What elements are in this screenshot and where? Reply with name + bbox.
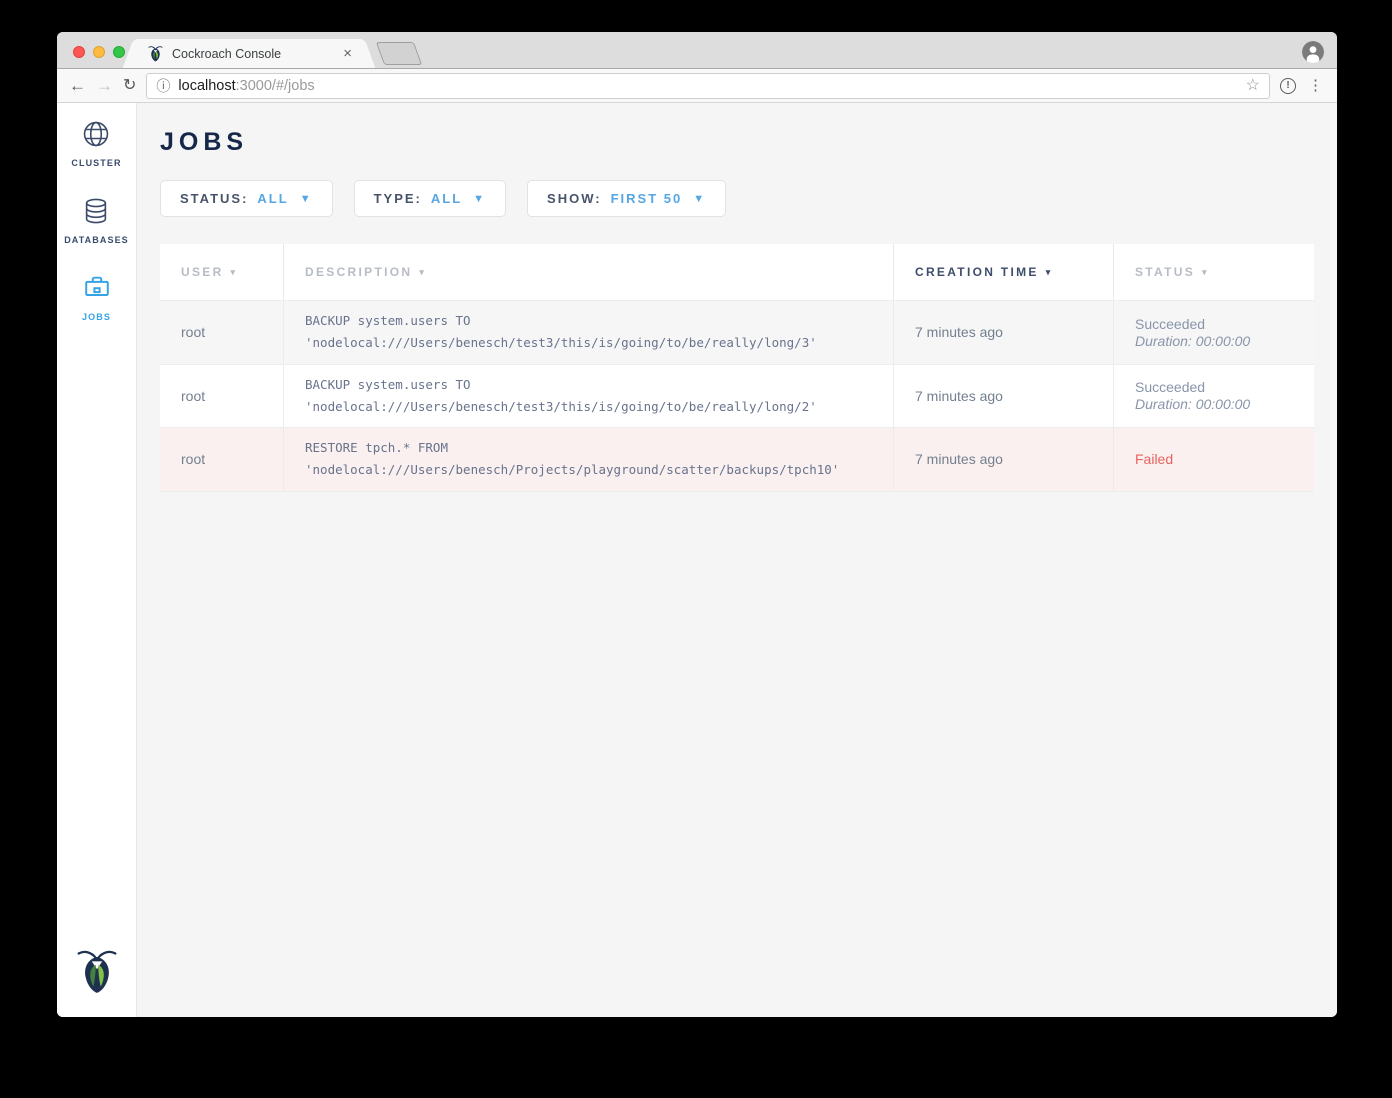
filter-value: ALL xyxy=(257,191,289,206)
column-header-label: USER xyxy=(181,265,224,279)
minimize-window-button[interactable] xyxy=(93,46,105,58)
url-bar[interactable]: ⓘ localhost:3000/#/jobs ☆ xyxy=(146,72,1270,99)
tab-close-icon[interactable]: × xyxy=(343,45,352,62)
page-title: JOBS xyxy=(160,128,249,156)
new-tab-button[interactable] xyxy=(375,42,423,65)
tab-title: Cockroach Console xyxy=(172,46,282,61)
cell-creation-time: 7 minutes ago xyxy=(893,364,1113,427)
window-controls xyxy=(73,46,125,58)
jobs-page: JOBS STATUS: ALL ▼ TYPE: ALL ▼ SHOW: FI xyxy=(137,103,1337,1017)
description-line: RESTORE tpch.* FROM xyxy=(305,440,448,455)
browser-tab[interactable]: Cockroach Console × xyxy=(136,39,362,68)
url-host: localhost xyxy=(178,77,236,94)
description-line: BACKUP system.users TO xyxy=(305,376,471,392)
filter-label: STATUS: xyxy=(180,191,249,206)
cell-user: root xyxy=(181,324,206,341)
cell-description: BACKUP system.users TO 'nodelocal:///Use… xyxy=(283,364,893,427)
filter-value: ALL xyxy=(430,191,463,206)
filter-bar: STATUS: ALL ▼ TYPE: ALL ▼ SHOW: FIRST 50… xyxy=(160,180,1314,217)
table-row: root BACKUP system.users TO 'nodelocal:/… xyxy=(160,300,1314,364)
filter-label: SHOW: xyxy=(547,191,602,206)
cell-status: Failed xyxy=(1113,428,1314,491)
sidebar-item-label: DATABASES xyxy=(64,235,129,245)
cell-user: root xyxy=(181,387,206,404)
browser-toolbar: ← → ↻ ⓘ localhost:3000/#/jobs ☆ ! ⋮ xyxy=(57,69,1337,103)
column-header-user[interactable]: USER ▾ xyxy=(160,244,283,300)
browser-tab-bar: Cockroach Console × xyxy=(57,32,1337,69)
zoom-window-button[interactable] xyxy=(113,46,125,58)
filter-label: TYPE: xyxy=(373,191,422,206)
status-duration: Duration: 00:00:00 xyxy=(1135,396,1251,413)
column-header-label: CREATION TIME xyxy=(915,265,1039,279)
sidebar-item-databases[interactable]: DATABASES xyxy=(64,196,129,245)
status-duration: Duration: 00:00:00 xyxy=(1135,332,1251,349)
browser-menu-icon[interactable]: ⋮ xyxy=(1308,77,1323,94)
status-text: Succeeded xyxy=(1135,315,1206,332)
filter-show-dropdown[interactable]: SHOW: FIRST 50 ▼ xyxy=(527,180,727,217)
sort-icon: ▾ xyxy=(419,266,427,277)
globe-icon xyxy=(84,121,109,147)
column-header-description[interactable]: DESCRIPTION ▾ xyxy=(283,244,893,300)
table-row: root BACKUP system.users TO 'nodelocal:/… xyxy=(160,363,1314,427)
database-icon xyxy=(86,198,107,224)
sidebar-item-label: JOBS xyxy=(82,312,111,322)
sort-icon: ▾ xyxy=(230,266,238,277)
chevron-down-icon: ▼ xyxy=(299,192,313,205)
extension-icon[interactable]: ! xyxy=(1280,77,1296,94)
table-row: root RESTORE tpch.* FROM 'nodelocal:///U… xyxy=(160,427,1314,492)
filter-value: FIRST 50 xyxy=(610,191,683,206)
cell-creation-time: 7 minutes ago xyxy=(893,428,1113,491)
column-header-label: DESCRIPTION xyxy=(305,265,413,279)
status-text: Failed xyxy=(1135,451,1174,468)
admin-ui: CLUSTER DATABASES xyxy=(57,103,1337,1017)
back-button[interactable]: ← xyxy=(69,76,86,95)
page-info-icon[interactable]: ⓘ xyxy=(156,77,171,94)
sidebar: CLUSTER DATABASES xyxy=(57,103,137,1017)
browser-window: Cockroach Console × ← → ↻ ⓘ localhost:30… xyxy=(57,32,1337,1017)
url-text: localhost:3000/#/jobs xyxy=(178,78,314,94)
cell-description: BACKUP system.users TO 'nodelocal:///Use… xyxy=(283,301,893,364)
sidebar-item-label: CLUSTER xyxy=(71,158,122,168)
close-window-button[interactable] xyxy=(73,46,85,58)
reload-button[interactable]: ↻ xyxy=(123,76,137,94)
jobs-table: USER ▾ DESCRIPTION ▾ CREATION TIME ▾ S xyxy=(160,244,1314,492)
briefcase-icon xyxy=(84,276,109,297)
url-path: :3000/#/jobs xyxy=(235,77,315,94)
status-text: Succeeded xyxy=(1135,379,1206,396)
sort-icon: ▾ xyxy=(1045,266,1053,277)
cell-description: RESTORE tpch.* FROM 'nodelocal:///Users/… xyxy=(283,428,893,491)
cockroach-logo-icon xyxy=(76,950,117,993)
filter-status-dropdown[interactable]: STATUS: ALL ▼ xyxy=(160,180,333,217)
filter-type-dropdown[interactable]: TYPE: ALL ▼ xyxy=(353,180,507,217)
cell-creation-time: 7 minutes ago xyxy=(893,301,1113,364)
description-line: 'nodelocal:///Users/benesch/test3/this/i… xyxy=(305,335,817,351)
cockroach-favicon-icon xyxy=(148,46,163,62)
table-header-row: USER ▾ DESCRIPTION ▾ CREATION TIME ▾ S xyxy=(160,244,1314,300)
column-header-creation-time[interactable]: CREATION TIME ▾ xyxy=(893,244,1113,300)
profile-avatar-icon[interactable] xyxy=(1302,41,1324,63)
cell-status: Succeeded Duration: 00:00:00 xyxy=(1113,301,1314,364)
column-header-status[interactable]: STATUS ▾ xyxy=(1113,244,1314,300)
forward-button: → xyxy=(96,76,113,95)
chevron-down-icon: ▼ xyxy=(473,192,487,205)
sidebar-item-cluster[interactable]: CLUSTER xyxy=(71,119,121,168)
sort-icon: ▾ xyxy=(1202,266,1209,277)
description-line: BACKUP system.users TO xyxy=(305,313,471,328)
cell-user: root xyxy=(181,451,206,468)
cell-status: Succeeded Duration: 00:00:00 xyxy=(1113,364,1314,427)
column-header-label: STATUS xyxy=(1135,265,1196,279)
bookmark-star-icon[interactable]: ☆ xyxy=(1245,76,1260,94)
sidebar-item-jobs[interactable]: JOBS xyxy=(82,273,112,322)
chevron-down-icon: ▼ xyxy=(693,192,707,205)
description-line: 'nodelocal:///Users/benesch/Projects/pla… xyxy=(305,462,840,478)
description-line: 'nodelocal:///Users/benesch/test3/this/i… xyxy=(305,398,817,414)
